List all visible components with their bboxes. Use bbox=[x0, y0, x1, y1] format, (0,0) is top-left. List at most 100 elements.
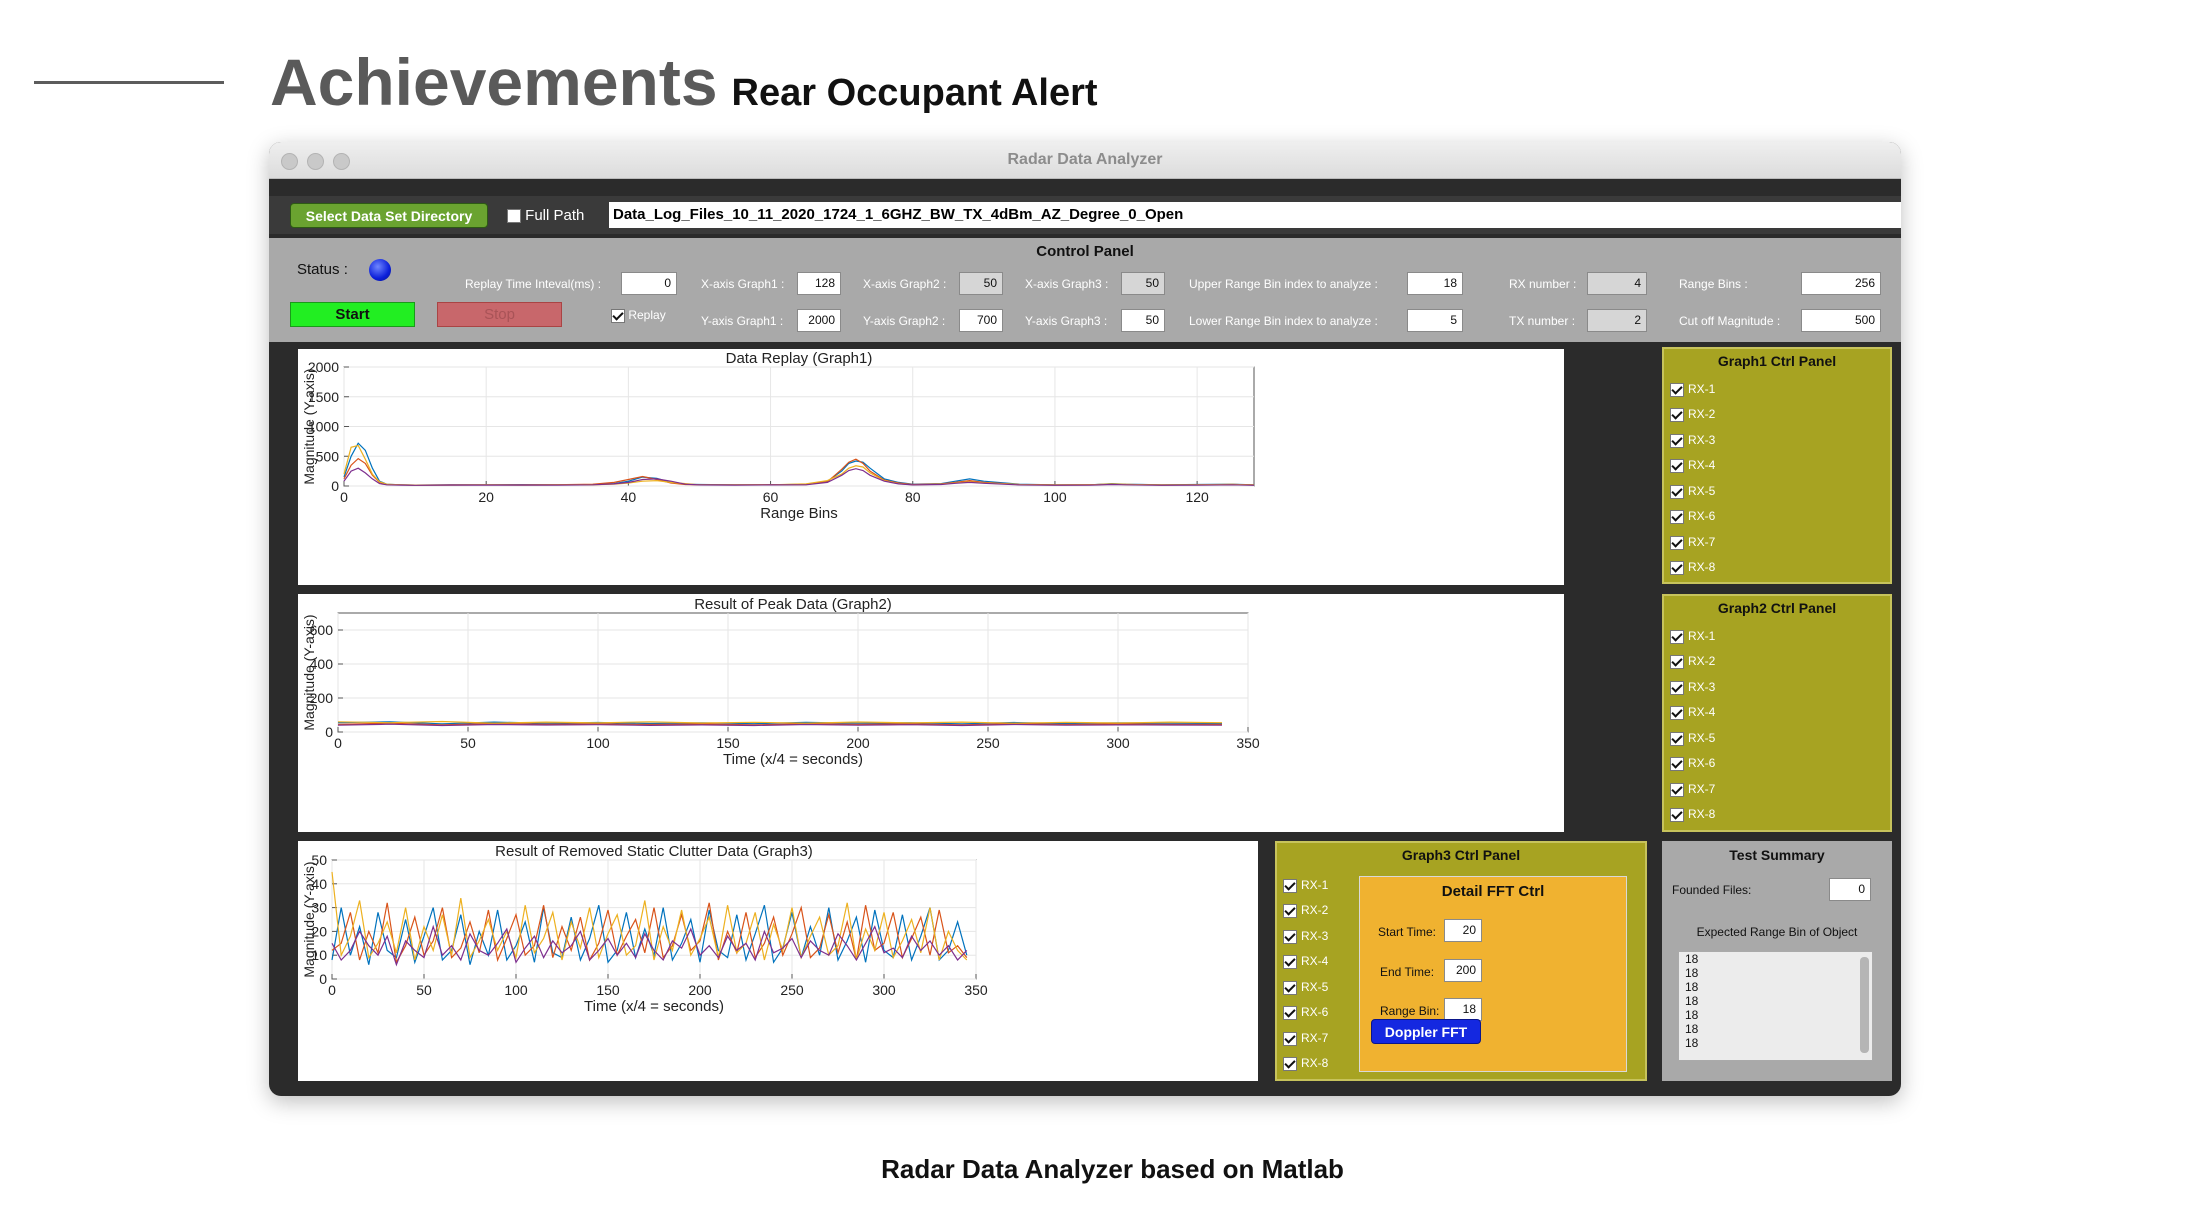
list-item[interactable]: 18 bbox=[1685, 994, 1699, 1008]
graph2-rx4-toggle[interactable]: RX-4 bbox=[1670, 705, 1715, 720]
checkbox-icon[interactable] bbox=[1283, 1031, 1297, 1046]
checkbox-icon[interactable] bbox=[1670, 680, 1684, 695]
cutoff-label: Cut off Magnitude : bbox=[1679, 314, 1781, 328]
replay-toggle[interactable]: Replay bbox=[611, 308, 666, 323]
list-item[interactable]: 18 bbox=[1685, 1008, 1699, 1022]
checkbox-icon[interactable] bbox=[1670, 560, 1684, 575]
graph2-rx8-toggle[interactable]: RX-8 bbox=[1670, 807, 1715, 822]
checkbox-icon[interactable] bbox=[1283, 1005, 1297, 1020]
path-field[interactable]: Data_Log_Files_10_11_2020_1724_1_6GHZ_BW… bbox=[609, 202, 1901, 228]
series-line-4 bbox=[337, 723, 1223, 727]
graph1-ctrl-title: Graph1 Ctrl Panel bbox=[1717, 353, 1837, 369]
founded-files-input[interactable]: 0 bbox=[1829, 878, 1871, 901]
graph2-rx1-toggle[interactable]: RX-1 bbox=[1670, 629, 1715, 644]
rx-label: RX-3 bbox=[1688, 433, 1716, 447]
range-bins-input[interactable]: 256 bbox=[1801, 272, 1881, 295]
cutoff-input[interactable]: 500 bbox=[1801, 309, 1881, 332]
rx-number-input[interactable]: 4 bbox=[1587, 272, 1647, 295]
graph1-rx1-toggle[interactable]: RX-1 bbox=[1670, 382, 1715, 397]
xaxis-graph3-input[interactable]: 50 bbox=[1121, 272, 1165, 295]
rx-label: RX-7 bbox=[1301, 1031, 1329, 1045]
checkbox-icon[interactable] bbox=[1670, 382, 1684, 397]
fft-bin-input[interactable]: 18 bbox=[1444, 998, 1482, 1021]
graph3-rx5-toggle[interactable]: RX-5 bbox=[1283, 980, 1328, 995]
graph3-rx3-toggle[interactable]: RX-3 bbox=[1283, 929, 1328, 944]
slide-title: Achievements Rear Occupant Alert bbox=[270, 42, 1098, 133]
graph3-rx6-toggle[interactable]: RX-6 bbox=[1283, 1005, 1328, 1020]
checkbox-icon[interactable] bbox=[1670, 731, 1684, 746]
graph3-rx8-toggle[interactable]: RX-8 bbox=[1283, 1056, 1328, 1071]
rx-label: RX-2 bbox=[1301, 903, 1329, 917]
window-minimize-button[interactable] bbox=[307, 153, 324, 170]
replay-interval-input[interactable]: 0 bbox=[621, 272, 677, 295]
list-item[interactable]: 18 bbox=[1685, 952, 1699, 966]
checkbox-icon[interactable] bbox=[1670, 756, 1684, 771]
checkbox-icon[interactable] bbox=[1283, 980, 1297, 995]
xaxis-graph2-input[interactable]: 50 bbox=[959, 272, 1003, 295]
checkbox-icon[interactable] bbox=[1670, 535, 1684, 550]
graph3-rx4-toggle[interactable]: RX-4 bbox=[1283, 954, 1328, 969]
y-axis-label: Magnitude (Y-axis) bbox=[301, 614, 317, 730]
fft-end-input[interactable]: 200 bbox=[1444, 959, 1482, 982]
checkbox-icon[interactable] bbox=[1670, 433, 1684, 448]
graph3-rx1-toggle[interactable]: RX-1 bbox=[1283, 878, 1328, 893]
checkbox-icon[interactable] bbox=[1670, 407, 1684, 422]
window-zoom-button[interactable] bbox=[333, 153, 350, 170]
graph1-rx4-toggle[interactable]: RX-4 bbox=[1670, 458, 1715, 473]
graph1-rx5-toggle[interactable]: RX-5 bbox=[1670, 484, 1715, 499]
x-axis-label: Time (x/4 = seconds) bbox=[723, 751, 863, 768]
graph1-rx7-toggle[interactable]: RX-7 bbox=[1670, 535, 1715, 550]
graph2-rx6-toggle[interactable]: RX-6 bbox=[1670, 756, 1715, 771]
checkbox-icon[interactable] bbox=[1283, 903, 1297, 918]
graph2-rx3-toggle[interactable]: RX-3 bbox=[1670, 680, 1715, 695]
checkbox-icon[interactable] bbox=[1283, 929, 1297, 944]
graph3-rx7-toggle[interactable]: RX-7 bbox=[1283, 1031, 1328, 1046]
graph1-rx3-toggle[interactable]: RX-3 bbox=[1670, 433, 1715, 448]
tx-number-input[interactable]: 2 bbox=[1587, 309, 1647, 332]
list-item[interactable]: 18 bbox=[1685, 1036, 1699, 1050]
checkbox-icon[interactable] bbox=[1670, 629, 1684, 644]
checkbox-icon[interactable] bbox=[1670, 807, 1684, 822]
graph2-rx5-toggle[interactable]: RX-5 bbox=[1670, 731, 1715, 746]
checkbox-icon[interactable] bbox=[1670, 654, 1684, 669]
list-item[interactable]: 18 bbox=[1685, 966, 1699, 980]
status-label: Status : bbox=[297, 261, 348, 278]
checkbox-icon[interactable] bbox=[1670, 782, 1684, 797]
x-tick-label: 350 bbox=[1236, 735, 1260, 751]
graph1-rx2-toggle[interactable]: RX-2 bbox=[1670, 407, 1715, 422]
window-close-button[interactable] bbox=[281, 153, 298, 170]
fft-start-input[interactable]: 20 bbox=[1444, 919, 1482, 942]
graph2-rx7-toggle[interactable]: RX-7 bbox=[1670, 782, 1715, 797]
graph2-rx2-toggle[interactable]: RX-2 bbox=[1670, 654, 1715, 669]
checkbox-icon[interactable] bbox=[1670, 458, 1684, 473]
graph3-rx2-toggle[interactable]: RX-2 bbox=[1283, 903, 1328, 918]
x-tick-label: 200 bbox=[688, 982, 712, 998]
yaxis-graph3-input[interactable]: 50 bbox=[1121, 309, 1165, 332]
full-path-toggle[interactable]: Full Path bbox=[507, 207, 584, 224]
select-directory-button[interactable]: Select Data Set Directory bbox=[290, 203, 488, 228]
doppler-fft-button[interactable]: Doppler FFT bbox=[1371, 1019, 1481, 1044]
list-item[interactable]: 18 bbox=[1685, 980, 1699, 994]
yaxis-graph2-input[interactable]: 700 bbox=[959, 309, 1003, 332]
upper-bin-input[interactable]: 18 bbox=[1407, 272, 1463, 295]
checkbox-icon[interactable] bbox=[1670, 484, 1684, 499]
xaxis-graph1-input[interactable]: 128 bbox=[797, 272, 841, 295]
stop-button[interactable]: Stop bbox=[437, 302, 562, 327]
start-button[interactable]: Start bbox=[290, 302, 415, 327]
checkbox-icon[interactable] bbox=[1283, 878, 1297, 893]
list-scrollbar[interactable] bbox=[1860, 957, 1869, 1053]
yaxis-graph1-input[interactable]: 2000 bbox=[797, 309, 841, 332]
graph1-rx6-toggle[interactable]: RX-6 bbox=[1670, 509, 1715, 524]
rx-label: RX-4 bbox=[1688, 458, 1716, 472]
detail-fft-title: Detail FFT Ctrl bbox=[1441, 883, 1545, 900]
checkbox-icon[interactable] bbox=[1283, 954, 1297, 969]
list-item[interactable]: 18 bbox=[1685, 1022, 1699, 1036]
checkbox-icon[interactable] bbox=[1670, 509, 1684, 524]
full-path-checkbox[interactable] bbox=[507, 209, 521, 224]
checkbox-icon[interactable] bbox=[1670, 705, 1684, 720]
lower-bin-input[interactable]: 5 bbox=[1407, 309, 1463, 332]
graph1-rx8-toggle[interactable]: RX-8 bbox=[1670, 560, 1715, 575]
expected-bin-list[interactable]: 18 18 18 18 18 18 18 bbox=[1678, 951, 1873, 1061]
checkbox-icon[interactable] bbox=[1283, 1056, 1297, 1071]
replay-checkbox[interactable] bbox=[611, 308, 625, 323]
